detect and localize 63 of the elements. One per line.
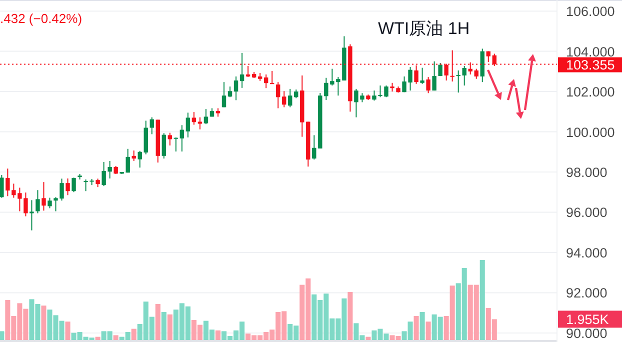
bar xyxy=(161,312,166,340)
text: 1.955K xyxy=(566,312,609,328)
candlestick xyxy=(426,76,430,94)
candlestick xyxy=(186,112,190,138)
candlestick xyxy=(36,190,40,214)
y-tick-label: 98.000 xyxy=(566,165,608,180)
bar xyxy=(155,304,160,340)
candlestick xyxy=(162,132,166,160)
y-tick-label: 96.000 xyxy=(566,205,608,220)
y-tick-label: 106.000 xyxy=(566,4,615,20)
bar xyxy=(131,328,136,340)
bar xyxy=(366,336,371,340)
y-tick-label: 102.000 xyxy=(566,84,615,100)
candlestick xyxy=(312,134,316,160)
y-tick-label: 92.000 xyxy=(566,286,608,301)
candlestick xyxy=(42,182,46,212)
candlestick xyxy=(150,116,154,135)
candlestick xyxy=(0,174,4,198)
candlestick xyxy=(228,86,232,98)
bar xyxy=(167,314,172,340)
candlestick xyxy=(264,74,268,89)
candlestick xyxy=(192,112,196,126)
candlestick xyxy=(126,148,130,174)
candlestick xyxy=(276,82,280,109)
bar xyxy=(95,336,100,340)
bar xyxy=(65,322,70,340)
candlestick xyxy=(204,108,208,125)
bar xyxy=(113,335,118,340)
text: WTI原油 1H xyxy=(378,19,470,38)
bar xyxy=(420,312,425,340)
candlestick xyxy=(282,90,286,108)
bar xyxy=(414,316,419,340)
candlestick xyxy=(72,177,76,193)
y-tick-label: 94.000 xyxy=(566,245,608,260)
bar xyxy=(480,260,485,340)
candlestick xyxy=(222,82,226,108)
candlestick xyxy=(288,88,292,108)
candlestick xyxy=(432,60,436,92)
y-tick-label: 100.000 xyxy=(566,124,615,140)
ref-line-label: 103.355 xyxy=(566,57,615,72)
candlestick xyxy=(132,150,136,162)
bar xyxy=(426,322,431,340)
candlestick xyxy=(138,150,142,168)
candlestick xyxy=(48,197,52,209)
candlestick xyxy=(474,68,478,80)
annotation: .432 (−0.42%) xyxy=(0,11,82,26)
candlestick xyxy=(180,124,184,152)
candlestick xyxy=(174,136,178,152)
candlestick xyxy=(66,178,70,196)
candlestick xyxy=(270,70,274,84)
candlestick xyxy=(30,200,34,231)
bar xyxy=(0,331,4,340)
candlestick xyxy=(168,132,172,146)
candlestick xyxy=(198,116,202,130)
y-tick-label: 90.000 xyxy=(566,326,608,341)
candlestick xyxy=(420,67,424,84)
bar xyxy=(348,292,353,340)
candlestick xyxy=(438,62,442,77)
candlestick xyxy=(234,76,238,101)
bar xyxy=(215,330,221,340)
bar xyxy=(41,306,46,340)
y-tick-label: 104.000 xyxy=(566,44,615,60)
candlestick xyxy=(240,52,244,88)
